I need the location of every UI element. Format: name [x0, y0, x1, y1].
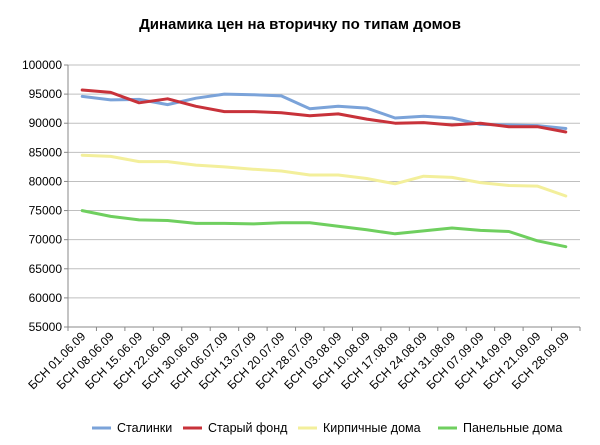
series-line-2	[80, 88, 568, 134]
y-tick-label: 55000	[29, 320, 63, 334]
legend-label: Кирпичные дома	[323, 421, 421, 435]
axes	[64, 64, 581, 331]
legend-label: Сталинки	[117, 421, 172, 435]
series-lines	[80, 88, 568, 249]
y-tick-label: 90000	[29, 116, 63, 130]
legend-label: Старый фонд	[208, 421, 288, 435]
chart-title: Динамика цен на вторичку по типам домов	[139, 16, 461, 33]
y-tick-label: 60000	[29, 291, 63, 305]
y-tick-label: 65000	[29, 262, 63, 276]
series-line-3	[80, 153, 568, 198]
y-tick-label: 95000	[29, 87, 63, 101]
y-tick-label: 100000	[22, 58, 62, 72]
y-tick-label: 70000	[29, 233, 63, 247]
legend: Сталинки Старый фонд Кирпичные дома Панельн…	[92, 421, 562, 435]
y-tick-label: 85000	[29, 145, 63, 159]
legend-label: Панельные дома	[463, 421, 562, 435]
y-tick-label: 80000	[29, 174, 63, 188]
series-line-4	[80, 209, 568, 249]
y-tick-label: 75000	[29, 204, 63, 218]
y-axis-ticks: 55000 60000 65000 70000 75000 80000 85000 90000…	[22, 58, 62, 334]
gridlines	[68, 64, 580, 328]
